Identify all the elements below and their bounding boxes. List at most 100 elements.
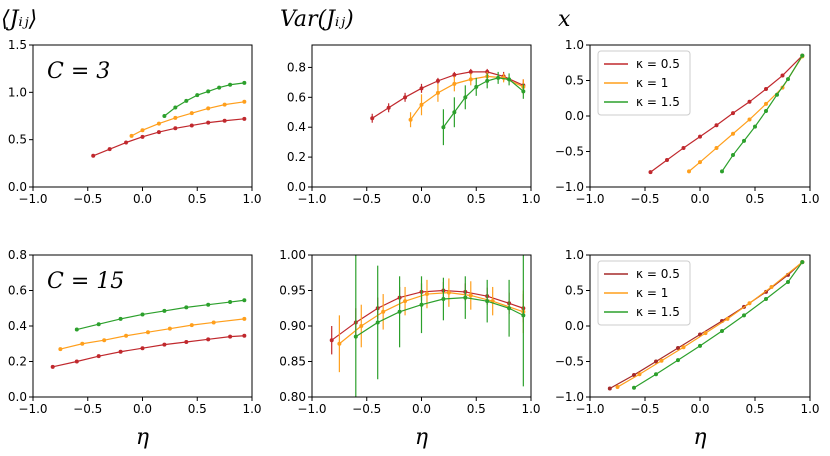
marker bbox=[96, 322, 101, 327]
marker bbox=[731, 153, 735, 158]
x-tick-label: 1.0 bbox=[242, 192, 261, 206]
marker bbox=[637, 372, 642, 377]
marker bbox=[419, 102, 424, 107]
marker bbox=[753, 124, 757, 129]
y-tick-label: 0.0 bbox=[565, 319, 584, 333]
marker bbox=[189, 123, 194, 128]
x-tick-label: −0.5 bbox=[73, 402, 102, 416]
marker bbox=[242, 316, 247, 321]
x-tick-label: −1.0 bbox=[18, 192, 47, 206]
marker bbox=[80, 341, 85, 346]
legend-label: κ = 1.5 bbox=[636, 95, 680, 109]
x-tick-label: 0.5 bbox=[467, 402, 486, 416]
marker bbox=[698, 160, 702, 165]
y-tick-label: 0.0 bbox=[8, 180, 27, 194]
marker bbox=[681, 345, 686, 350]
marker bbox=[463, 95, 468, 100]
panel-title: ⟨Jᵢⱼ⟩ bbox=[1, 7, 37, 32]
y-tick-label: −1.0 bbox=[555, 390, 584, 404]
plot-area bbox=[50, 298, 247, 369]
marker bbox=[485, 78, 490, 83]
marker bbox=[124, 333, 129, 338]
panel-title: x bbox=[558, 7, 571, 32]
panel: Var(Jᵢⱼ) −1.0 −0.5 0.0 0.5 1.0 0.0 0.2 0.4 0.6 0.8 bbox=[280, 7, 541, 206]
series-line bbox=[331, 289, 524, 341]
x-tick-label: −0.5 bbox=[352, 192, 381, 206]
x-tick-label: 0.0 bbox=[412, 192, 431, 206]
marker bbox=[452, 81, 457, 86]
marker bbox=[386, 105, 391, 110]
marker bbox=[162, 114, 167, 118]
marker bbox=[764, 297, 768, 302]
y-tick-label: 0.90 bbox=[279, 319, 306, 333]
marker bbox=[162, 342, 167, 347]
marker bbox=[435, 90, 440, 95]
marker bbox=[764, 101, 768, 106]
marker bbox=[474, 84, 479, 89]
series-line bbox=[93, 118, 245, 157]
marker bbox=[140, 346, 145, 351]
y-tick-label: 0.5 bbox=[565, 284, 584, 298]
panel: η −1.0 −0.5 0.0 0.5 1.0 −1.0 −0.5 0.0 0.5 1.0 κ = 0… bbox=[555, 248, 820, 450]
x-tick-label: −0.5 bbox=[73, 192, 102, 206]
axes-frame bbox=[589, 254, 811, 398]
legend-frame bbox=[597, 50, 691, 116]
marker bbox=[607, 386, 612, 391]
x-axis-label: η bbox=[136, 425, 149, 450]
marker bbox=[698, 134, 702, 139]
marker bbox=[228, 334, 233, 339]
legend-label: κ = 0.5 bbox=[636, 267, 680, 281]
plot-area bbox=[91, 80, 247, 158]
y-tick-label: −1.0 bbox=[555, 180, 584, 194]
marker bbox=[747, 301, 752, 306]
y-tick-label: 1.0 bbox=[565, 38, 584, 52]
y-tick-label: 0.8 bbox=[8, 248, 27, 262]
y-tick-label: 0.80 bbox=[279, 390, 306, 404]
x-tick-label: −1.0 bbox=[18, 402, 47, 416]
marker bbox=[242, 116, 247, 121]
legend-label: κ = 1 bbox=[636, 76, 668, 90]
x-tick-label: 1.0 bbox=[521, 192, 540, 206]
legend-label: κ = 1.5 bbox=[636, 305, 680, 319]
marker bbox=[162, 308, 167, 313]
marker bbox=[329, 338, 334, 343]
y-tick-label: 0.5 bbox=[565, 74, 584, 88]
plot-area bbox=[370, 68, 526, 146]
marker bbox=[521, 89, 526, 94]
marker bbox=[786, 279, 790, 284]
marker bbox=[403, 95, 408, 100]
marker bbox=[463, 295, 468, 300]
y-tick-label: 0.6 bbox=[287, 90, 306, 104]
series-line bbox=[609, 261, 803, 390]
panel: η −1.0 −0.5 0.0 0.5 1.0 0.80 0.85 0.90 0.95 1.00 bbox=[279, 248, 540, 450]
axes-frame bbox=[32, 44, 253, 188]
marker bbox=[58, 347, 63, 352]
y-tick-label: 1.5 bbox=[8, 38, 27, 52]
panel: x −1.0 −0.5 0.0 0.5 1.0 −1.0 −0.5 0.0 0.5 1.0 κ = 0… bbox=[555, 7, 820, 206]
marker bbox=[206, 337, 211, 342]
marker bbox=[167, 326, 172, 331]
x-tick-label: 0.0 bbox=[133, 402, 152, 416]
marker bbox=[468, 69, 473, 74]
marker bbox=[74, 327, 79, 332]
marker bbox=[496, 75, 501, 80]
marker bbox=[659, 358, 664, 363]
marker bbox=[184, 305, 189, 310]
marker bbox=[189, 111, 194, 116]
marker bbox=[648, 170, 653, 175]
x-tick-label: 1.0 bbox=[800, 402, 819, 416]
marker bbox=[452, 110, 457, 115]
panel: ⟨Jᵢⱼ⟩ C = 3 −1.0 −0.5 0.0 0.5 1.0 0.0 0.5 1.0 1.5 bbox=[1, 7, 262, 206]
marker bbox=[714, 123, 719, 128]
annotation: C = 3 bbox=[47, 59, 110, 84]
marker bbox=[206, 302, 211, 307]
y-tick-label: 0.4 bbox=[8, 319, 27, 333]
series-line bbox=[371, 71, 524, 119]
marker bbox=[102, 338, 107, 343]
marker bbox=[654, 359, 658, 364]
plot-area bbox=[329, 255, 526, 397]
marker bbox=[217, 85, 222, 90]
marker bbox=[731, 131, 735, 136]
marker bbox=[764, 109, 768, 114]
